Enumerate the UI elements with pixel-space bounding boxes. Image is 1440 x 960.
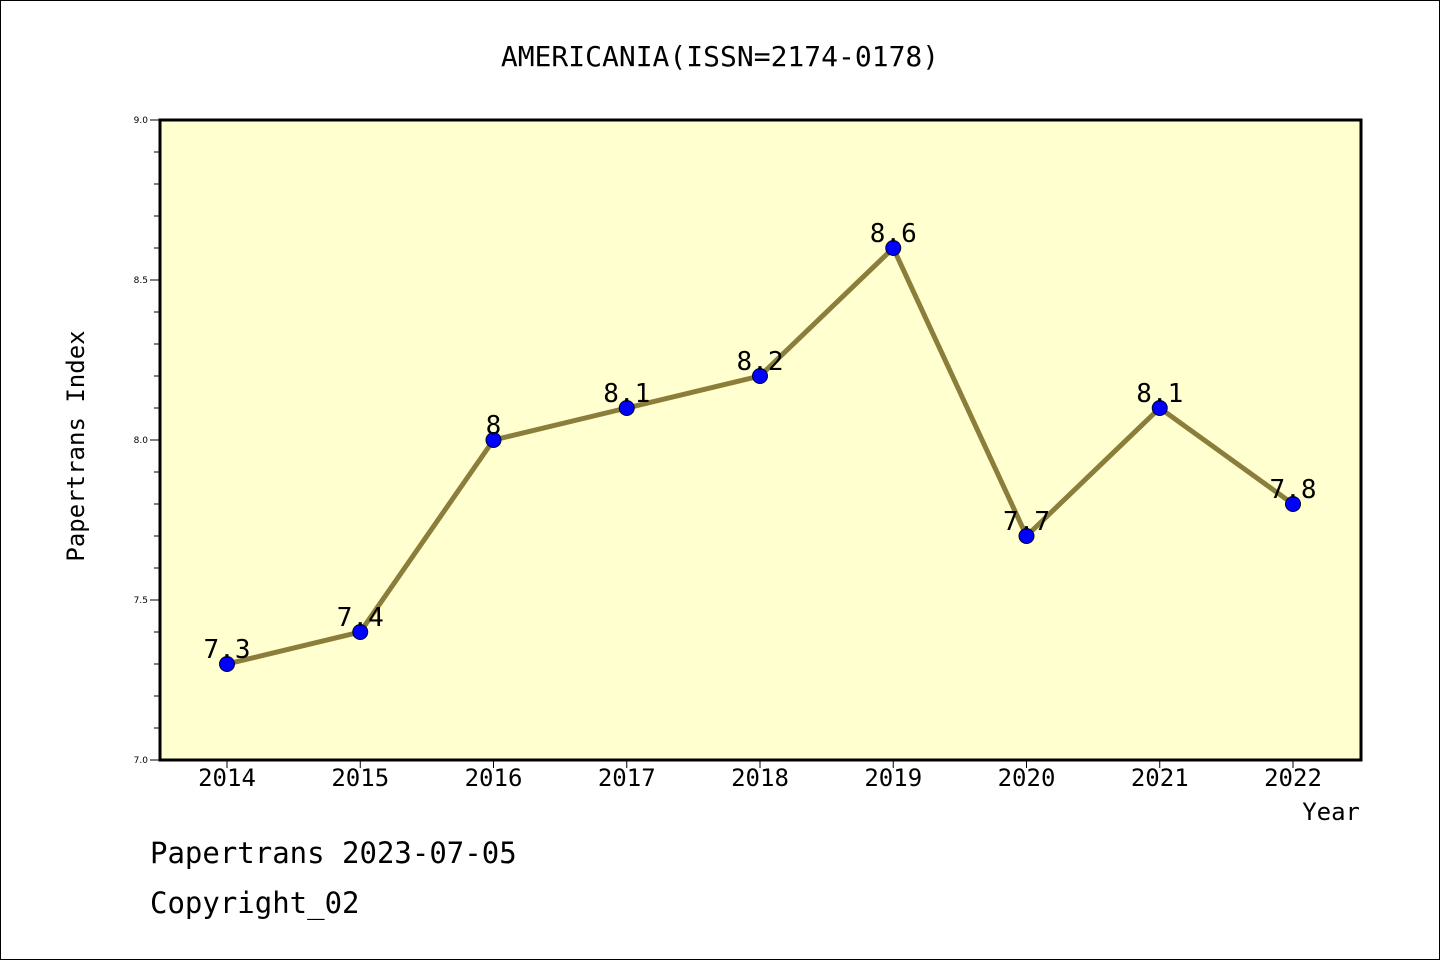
x-tick-label: 2019 <box>864 764 922 792</box>
footer-copyright: Copyright_02 <box>150 886 360 920</box>
data-label: 8.1 <box>1136 379 1183 409</box>
data-label: 8.6 <box>870 219 917 249</box>
x-tick-label: 2018 <box>731 764 789 792</box>
data-label: 7.7 <box>1003 507 1050 537</box>
x-tick-label: 2022 <box>1264 764 1322 792</box>
plot-area <box>158 118 1363 762</box>
y-tick-label: 9.0 <box>134 116 149 126</box>
data-point <box>885 240 902 256</box>
x-axis-ticks: 2014 2015 2016 2017 2018 2019 2020 2021 2022 <box>198 760 1322 792</box>
data-point <box>352 624 369 640</box>
data-label: 8 <box>486 411 502 441</box>
x-axis-label: Year <box>1302 798 1360 826</box>
y-tick-label: 8.5 <box>134 276 148 286</box>
x-tick-label: 2015 <box>331 764 389 792</box>
y-axis-ticks: 7.0 7.5 8.0 8.5 9.0 <box>134 116 160 766</box>
data-point <box>1151 400 1168 416</box>
y-tick-label: 7.5 <box>134 596 148 606</box>
data-label: 8.1 <box>603 379 650 409</box>
chart-title: AMERICANIA(ISSN=2174-0178) <box>501 40 939 73</box>
data-markers <box>219 240 1301 672</box>
footer-date: Papertrans 2023-07-05 <box>150 836 517 870</box>
x-tick-label: 2014 <box>198 764 256 792</box>
data-point <box>1018 528 1035 544</box>
x-tick-label: 2016 <box>465 764 523 792</box>
data-point <box>485 432 502 448</box>
y-axis-label: Papertrans Index <box>62 330 90 561</box>
data-label: 7.8 <box>1270 475 1317 505</box>
data-point <box>618 400 635 416</box>
x-tick-label: 2017 <box>598 764 656 792</box>
data-point <box>752 368 768 384</box>
data-point <box>1285 496 1301 512</box>
x-tick-label: 2020 <box>998 764 1056 792</box>
data-labels: 7.3 7.4 8 8.1 8.2 8.6 7.7 8.1 7.8 <box>204 219 1317 665</box>
data-label: 7.3 <box>204 635 251 665</box>
data-point <box>219 656 235 672</box>
data-label: 7.4 <box>337 603 384 633</box>
x-tick-label: 2021 <box>1131 764 1189 792</box>
y-tick-label: 7.0 <box>134 756 149 766</box>
y-tick-label: 8.0 <box>134 436 149 446</box>
data-label: 8.2 <box>737 347 784 377</box>
